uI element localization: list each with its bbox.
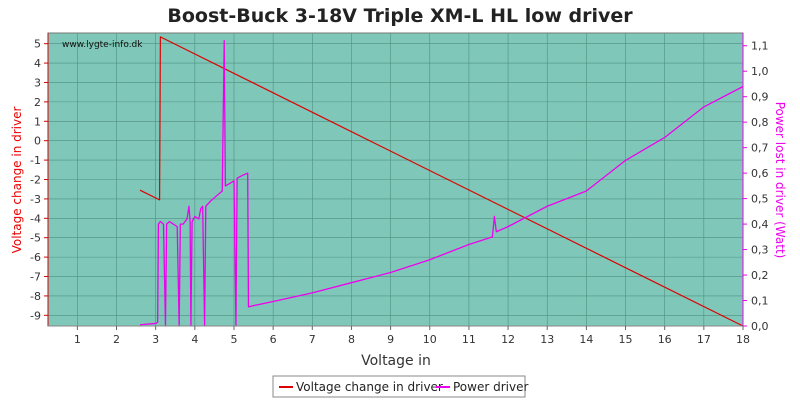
legend-label-voltage: Voltage change in driver xyxy=(296,380,443,394)
left-tick-label: -1 xyxy=(30,154,41,167)
right-y-axis-label: Power lost in driver (Watt) xyxy=(773,102,787,259)
x-axis-label: Voltage in xyxy=(361,353,431,369)
x-tick-label: 15 xyxy=(619,333,633,346)
left-tick-label: -2 xyxy=(30,174,41,187)
gridlines xyxy=(48,33,744,326)
right-tick-label: 0,5 xyxy=(751,193,769,206)
x-tick-label: 5 xyxy=(230,333,237,346)
left-tick-label: -5 xyxy=(30,232,41,245)
x-tick-label: 10 xyxy=(423,333,437,346)
x-tick-label: 7 xyxy=(309,333,316,346)
series-line-power xyxy=(139,39,744,327)
right-tick-label: 0,0 xyxy=(751,320,769,333)
x-tick-label: 18 xyxy=(736,333,750,346)
left-tick-label: -3 xyxy=(30,193,41,206)
right-tick-label: 0,2 xyxy=(751,269,769,282)
x-tick-label: 16 xyxy=(658,333,672,346)
right-tick-label: 1,1 xyxy=(751,40,769,53)
left-tick-label: -6 xyxy=(30,251,41,264)
left-y-ticks: 5 4 3 2 1 0 -1 -2 -3 -4 -5 -6 -7 -8 -9 xyxy=(30,38,48,322)
left-tick-label: 5 xyxy=(34,38,41,51)
x-tick-label: 3 xyxy=(152,333,159,346)
right-tick-label: 0,1 xyxy=(751,295,769,308)
right-tick-label: 1,0 xyxy=(751,65,769,78)
legend-box xyxy=(272,375,526,398)
right-tick-label: 0,9 xyxy=(751,91,769,104)
x-tick-label: 9 xyxy=(387,333,394,346)
x-tick-label: 6 xyxy=(270,333,277,346)
right-tick-label: 0,6 xyxy=(751,167,769,180)
x-tick-label: 13 xyxy=(540,333,554,346)
left-tick-label: 2 xyxy=(34,96,41,109)
left-tick-label: -8 xyxy=(30,290,41,303)
x-ticks: 1 2 3 4 5 6 7 8 9 10 11 12 13 14 15 16 17 18 xyxy=(74,326,750,346)
right-y-ticks: 0,0 0,1 0,2 0,3 0,4 0,5 0,6 0,7 0,8 0,9 1,0 1,1 xyxy=(743,40,769,333)
left-tick-label: 3 xyxy=(34,76,41,89)
x-tick-label: 17 xyxy=(697,333,711,346)
right-tick-label: 0,3 xyxy=(751,244,769,257)
chart-title: Boost-Buck 3-18V Triple XM-L HL low driv… xyxy=(167,5,633,27)
left-tick-label: 1 xyxy=(34,115,41,128)
x-tick-label: 1 xyxy=(74,333,81,346)
x-tick-label: 11 xyxy=(462,333,476,346)
series-line-voltage-change xyxy=(139,36,744,327)
x-tick-label: 14 xyxy=(579,333,593,346)
left-tick-label: -4 xyxy=(30,212,41,225)
right-tick-label: 0,8 xyxy=(751,116,769,129)
left-tick-label: -7 xyxy=(30,271,41,284)
legend: Voltage change in driver Power driver xyxy=(272,375,528,398)
x-tick-label: 4 xyxy=(191,333,198,346)
left-y-axis-label: Voltage change in driver xyxy=(10,107,24,254)
left-tick-label: 4 xyxy=(34,57,41,70)
left-tick-label: -9 xyxy=(30,309,41,322)
left-tick-label: 0 xyxy=(34,135,41,148)
x-tick-label: 2 xyxy=(113,333,120,346)
watermark: www.lygte-info.dk xyxy=(62,40,143,50)
right-tick-label: 0,7 xyxy=(751,142,769,155)
x-tick-label: 8 xyxy=(348,333,355,346)
series-layer xyxy=(139,36,744,327)
x-tick-label: 12 xyxy=(501,333,515,346)
right-tick-label: 0,4 xyxy=(751,218,769,231)
legend-label-power: Power driver xyxy=(453,380,528,394)
